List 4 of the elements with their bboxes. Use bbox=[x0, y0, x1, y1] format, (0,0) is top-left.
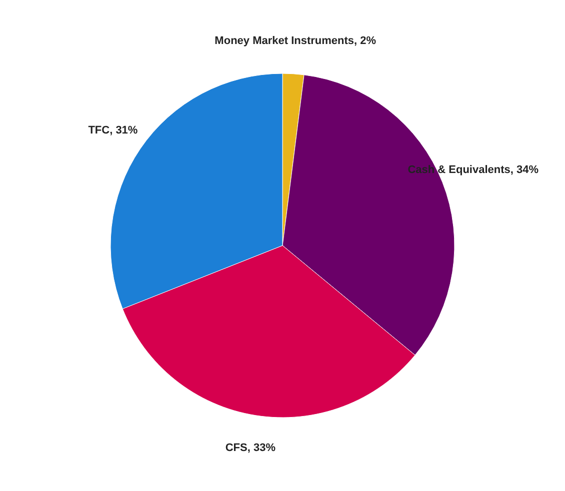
slice-label: TFC, 31% bbox=[88, 124, 138, 136]
slice-label: CFS, 33% bbox=[225, 442, 276, 454]
slice-label: Money Market Instruments, 2% bbox=[214, 34, 376, 47]
slice-label: Cash & Equivalents, 34% bbox=[408, 164, 539, 176]
